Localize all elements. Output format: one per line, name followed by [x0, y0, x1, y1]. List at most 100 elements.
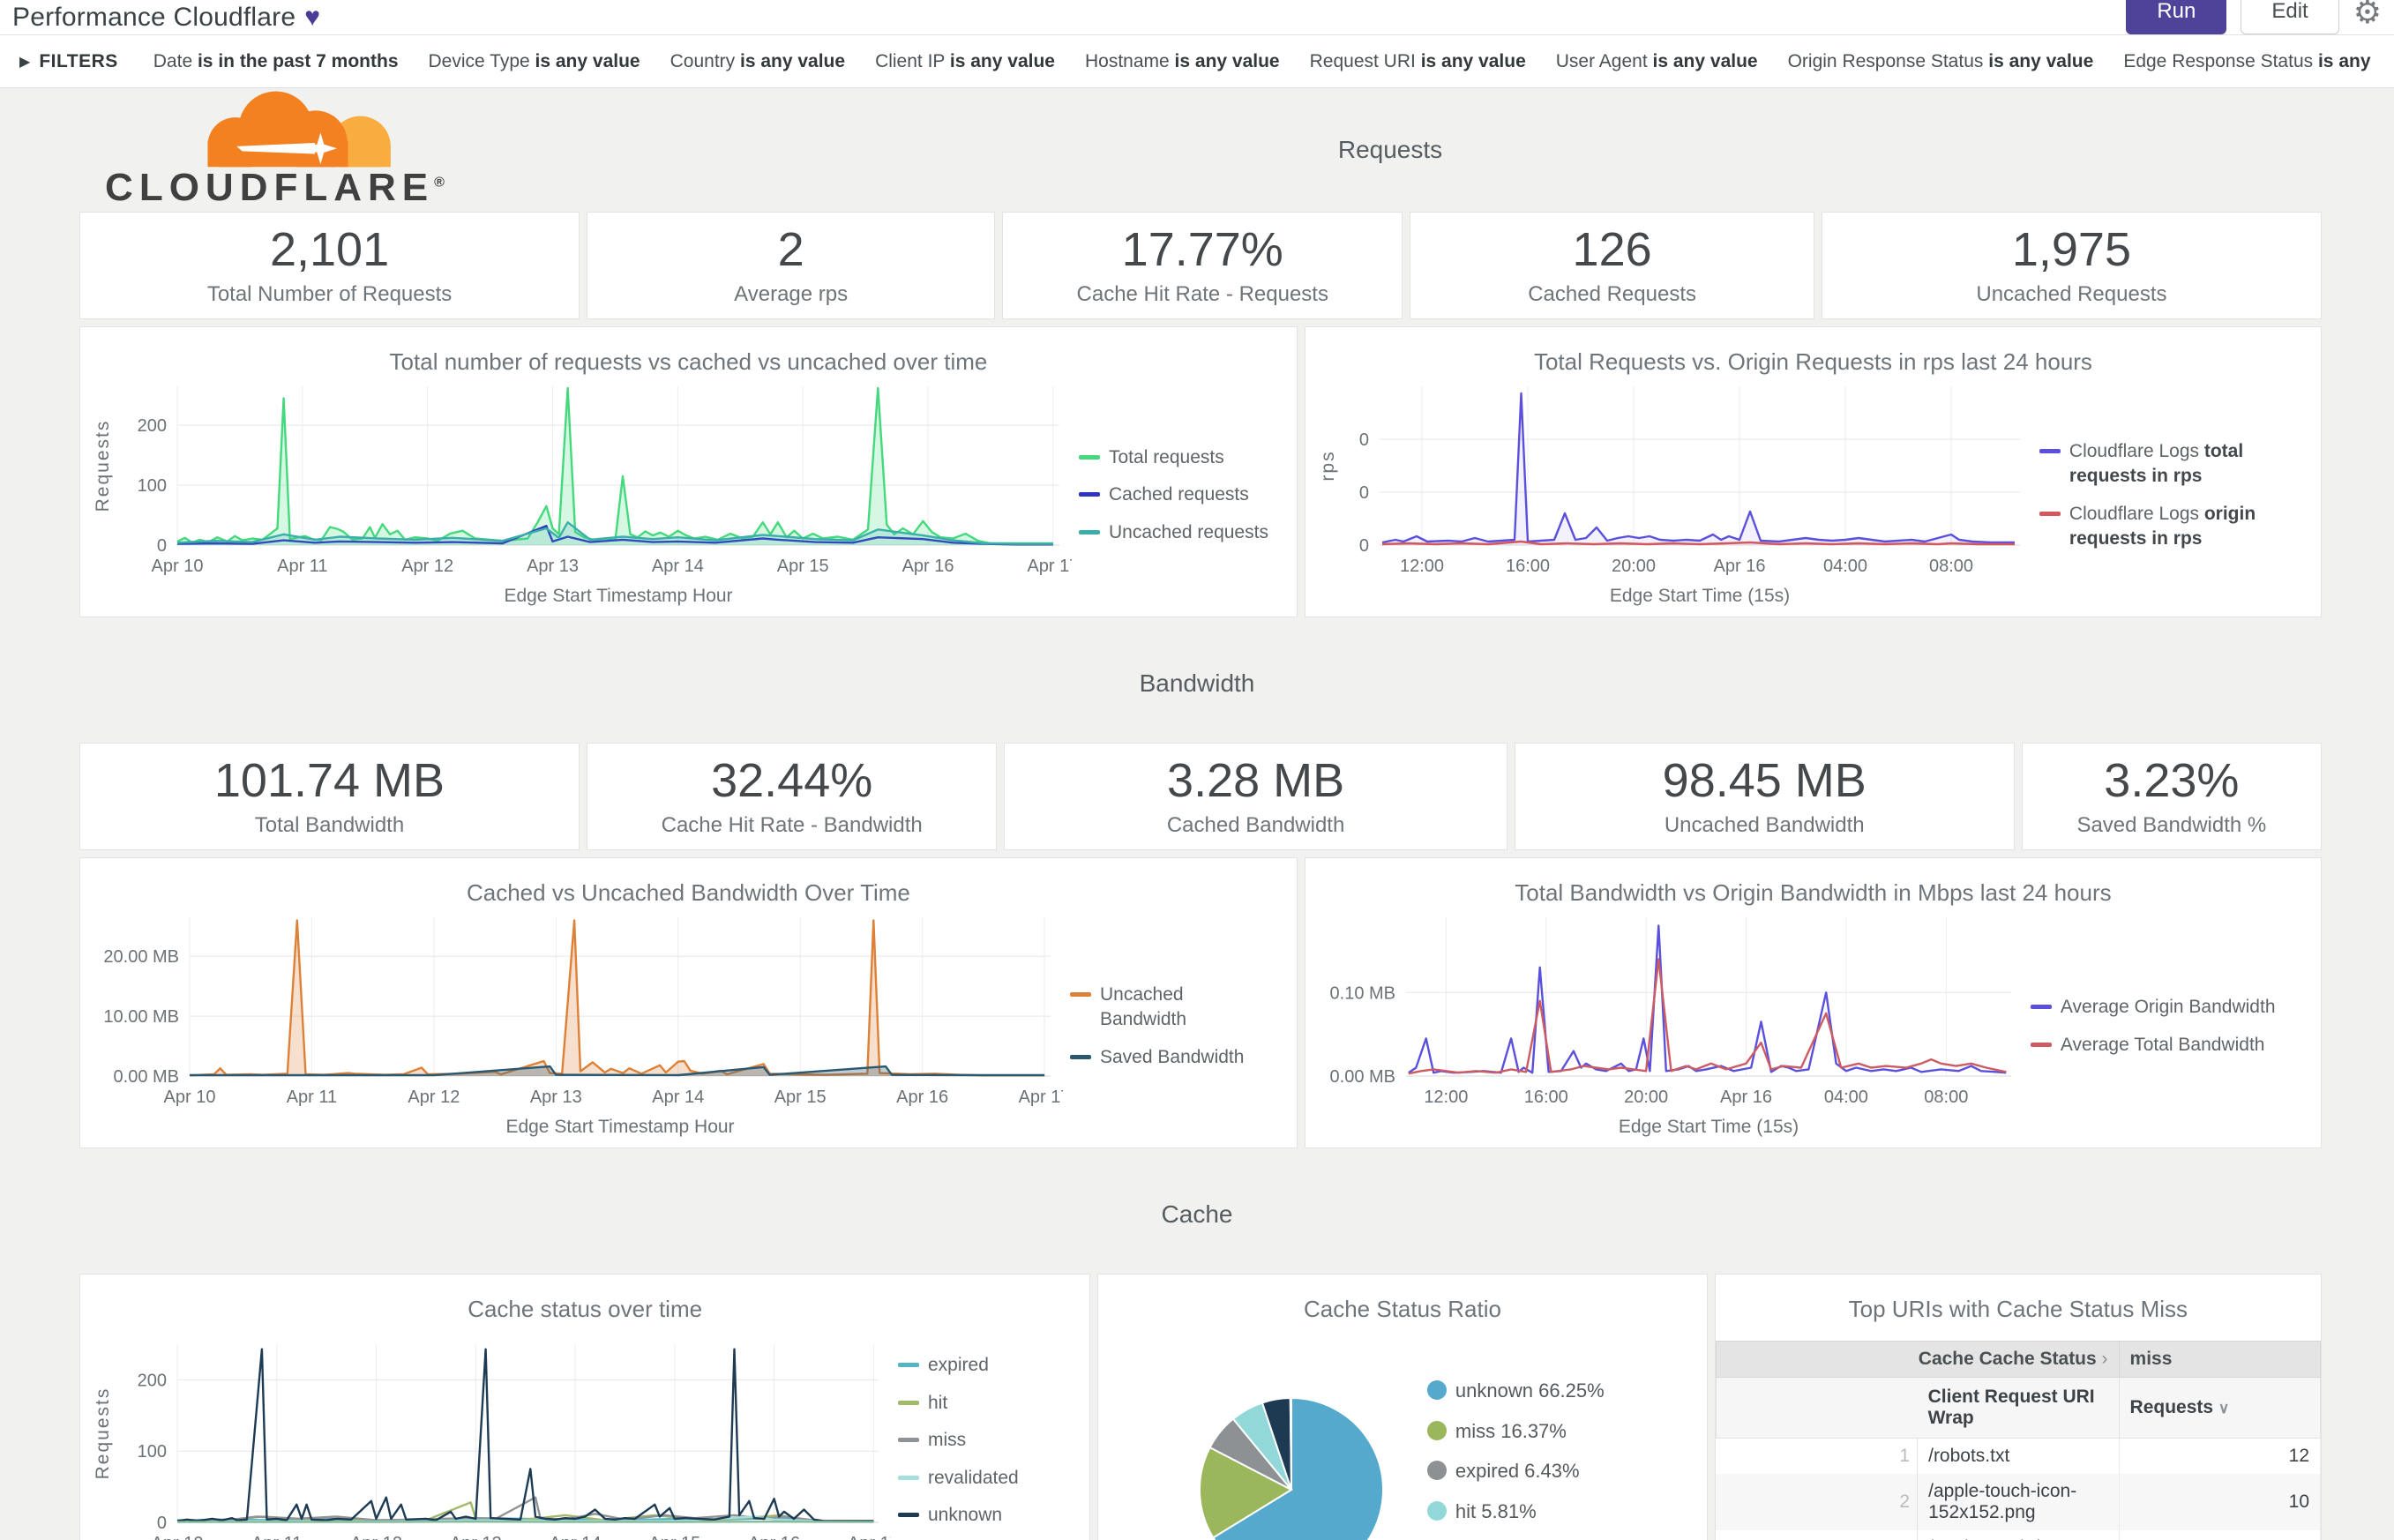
bandwidth-24h-chart: 12:00 16:00 20:00 Apr 16 04:00 08:00 0.00 MB 0.… — [1318, 908, 2024, 1144]
pivot-header[interactable]: Cache Cache Status › — [1715, 1341, 2120, 1378]
cache-ratio-pie — [1194, 1393, 1388, 1540]
filter-item-user-agent[interactable]: User Agent is any value — [1555, 50, 1758, 71]
uri-column-header[interactable]: Client Request URI Wrap — [1917, 1377, 2120, 1439]
svg-text:04:00: 04:00 — [1823, 557, 1867, 576]
svg-text:Apr 13: Apr 13 — [450, 1534, 502, 1540]
svg-text:Apr 13: Apr 13 — [527, 557, 579, 576]
kpi-value: 2 — [777, 223, 804, 277]
pie-legend-item-hit[interactable]: hit 5.81% — [1426, 1499, 1611, 1525]
kpi-label: Total Bandwidth — [254, 812, 405, 837]
svg-text:Apr 12: Apr 12 — [350, 1534, 402, 1540]
svg-text:Requests: Requests — [93, 1387, 113, 1480]
pie-legend-item-unknown[interactable]: unknown 66.25% — [1426, 1378, 1611, 1404]
svg-text:Edge Start Time (15s): Edge Start Time (15s) — [1610, 586, 1790, 606]
legend-item-average-origin-bandwidth[interactable]: Average Origin Bandwidth — [2030, 995, 2297, 1020]
filter-item-edge-response-status[interactable]: Edge Response Status is any value — [2123, 50, 2375, 71]
sort-caret-icon: ∨ — [2218, 1400, 2230, 1417]
legend-label: miss 16.37% — [1455, 1419, 1567, 1442]
svg-text:20:00: 20:00 — [1612, 557, 1656, 576]
filter-item-date[interactable]: Date is in the past 7 months — [153, 50, 399, 71]
legend-swatch-icon — [898, 1475, 919, 1480]
filter-item-client-ip[interactable]: Client IP is any value — [875, 50, 1055, 71]
filters-caret-icon: ▶ — [19, 54, 31, 70]
pie-slice-miss[interactable] — [1198, 1446, 1293, 1539]
legend-label: Saved Bandwidth — [1100, 1046, 1245, 1067]
table-title: Top URIs with Cache Status Miss — [1848, 1296, 2188, 1322]
filter-item-device-type[interactable]: Device Type is any value — [428, 50, 640, 71]
svg-text:0: 0 — [157, 1514, 167, 1533]
legend-item-average-total-bandwidth[interactable]: Average Total Bandwidth — [2030, 1033, 2297, 1058]
legend-label: Cached requests — [1109, 484, 1249, 505]
row-requests: 10 — [2118, 1474, 2322, 1530]
requests-column-header[interactable]: Requests ∨ — [2118, 1377, 2322, 1439]
row-requests: 12 — [2118, 1438, 2322, 1474]
legend-label: Cloudflare Logs origin requests in rps — [2069, 503, 2256, 549]
table-row[interactable]: 2/apple-touch-icon-152x152.png 10 — [1716, 1474, 2322, 1530]
index-column-header — [1715, 1377, 1918, 1439]
cloudflare-logo: CLOUDFLARE® — [79, 90, 459, 210]
svg-text:04:00: 04:00 — [1824, 1088, 1868, 1107]
kpi-tile: 126 Cached Requests — [1410, 212, 1814, 319]
registered-mark: ® — [434, 175, 451, 191]
svg-text:Edge Start Time (15s): Edge Start Time (15s) — [1619, 1117, 1799, 1137]
legend-item-origin-requests-in-rps[interactable]: Cloudflare Logs origin requests in rps — [2039, 502, 2297, 552]
pie-legend-item-miss[interactable]: miss 16.37% — [1426, 1418, 1611, 1445]
kpi-label: Average rps — [734, 281, 849, 306]
chart-card-bandwidth-24h: Total Bandwidth vs Origin Bandwidth in M… — [1304, 857, 2322, 1148]
settings-gear-icon[interactable]: ⚙ — [2353, 0, 2382, 30]
legend-item-total-requests[interactable]: Total requests — [1079, 445, 1275, 470]
pie-legend-item-expired[interactable]: expired 6.43% — [1426, 1458, 1611, 1484]
legend-item-miss[interactable]: miss — [898, 1428, 1059, 1453]
filters-label: FILTERS — [39, 50, 118, 71]
legend-item-unknown[interactable]: unknown — [898, 1503, 1059, 1528]
filter-bar: ▶ FILTERS Date is in the past 7 months De… — [0, 35, 2394, 88]
legend-item-hit[interactable]: hit — [898, 1391, 1059, 1416]
legend-swatch-icon — [1079, 492, 1100, 497]
legend-item-revalidated[interactable]: revalidated — [898, 1466, 1059, 1491]
chart-legend: Cloudflare Logs total requests in rps Clo… — [2032, 439, 2297, 551]
legend-item-expired[interactable]: expired — [898, 1353, 1059, 1378]
filter-item-country[interactable]: Country is any value — [670, 50, 846, 71]
legend-dot-icon — [1426, 1461, 1447, 1481]
chart-title: Total Requests vs. Origin Requests in rp… — [1533, 348, 2092, 375]
svg-text:Apr 14: Apr 14 — [550, 1534, 602, 1540]
section-title-bandwidth: Bandwidth — [1139, 669, 1255, 697]
run-button[interactable]: Run — [2126, 0, 2227, 34]
kpi-tile: 3.23% Saved Bandwidth % — [2021, 743, 2322, 850]
kpi-label: Uncached Requests — [1976, 281, 2167, 306]
svg-text:Apr 10: Apr 10 — [152, 1534, 204, 1540]
legend-item-uncached-bandwidth[interactable]: Uncached Bandwidth — [1070, 983, 1275, 1033]
legend-swatch-icon — [1079, 529, 1100, 535]
kpi-label: Saved Bandwidth % — [2076, 812, 2267, 837]
filter-item-request-uri[interactable]: Request URI is any value — [1309, 50, 1526, 71]
legend-item-cached-requests[interactable]: Cached requests — [1079, 482, 1275, 507]
filter-item-origin-response-status[interactable]: Origin Response Status is any value — [1787, 50, 2094, 71]
legend-item-uncached-requests[interactable]: Uncached requests — [1079, 520, 1275, 545]
chart-legend: expiredhitmissrevalidatedunknownupdating — [891, 1353, 1059, 1540]
kpi-tile: 32.44% Cache Hit Rate - Bandwidth — [586, 743, 998, 850]
svg-text:Apr 16: Apr 16 — [1713, 557, 1765, 576]
legend-item-saved-bandwidth[interactable]: Saved Bandwidth — [1070, 1045, 1275, 1070]
row-index: 1 — [1716, 1438, 1919, 1474]
window-header: Performance Cloudflare ♥ Run Edit ⚙ — [0, 0, 2394, 35]
filters-toggle[interactable]: ▶ FILTERS — [19, 51, 118, 72]
svg-text:0: 0 — [1359, 483, 1369, 503]
filter-item-hostname[interactable]: Hostname is any value — [1084, 50, 1280, 71]
edit-button[interactable]: Edit — [2241, 0, 2339, 34]
svg-text:200: 200 — [138, 1371, 167, 1390]
svg-text:Requests: Requests — [93, 420, 113, 512]
svg-text:Apr 13: Apr 13 — [530, 1088, 582, 1107]
table-row[interactable]: 1/robots.txt 12 — [1716, 1438, 2322, 1474]
legend-label: Uncached Bandwidth — [1100, 983, 1187, 1030]
pie-slice-unknown[interactable] — [1211, 1396, 1384, 1540]
kpi-label: Cached Bandwidth — [1166, 812, 1345, 837]
kpi-row-bandwidth: 101.74 MB Total Bandwidth 32.44% Cache Hit … — [79, 743, 2322, 850]
row-requests: 10 — [2118, 1530, 2322, 1540]
kpi-value: 2,101 — [269, 223, 390, 277]
legend-label: expired 6.43% — [1455, 1460, 1580, 1483]
legend-item-total-requests-in-rps[interactable]: Cloudflare Logs total requests in rps — [2039, 439, 2297, 490]
legend-swatch-icon — [1070, 991, 1091, 997]
svg-text:16:00: 16:00 — [1524, 1088, 1568, 1107]
